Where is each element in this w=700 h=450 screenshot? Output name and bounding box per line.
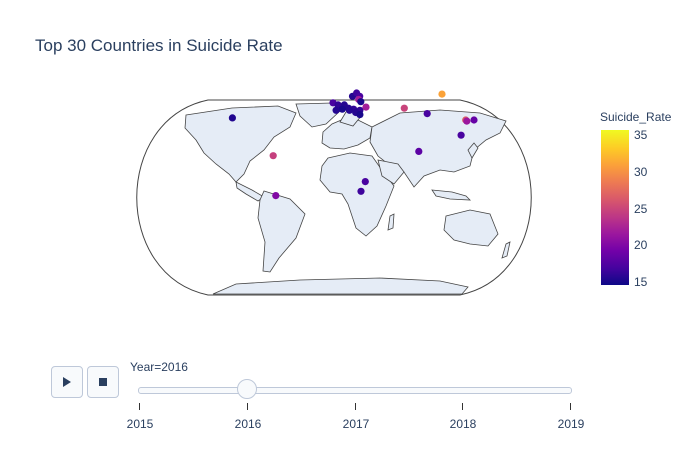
play-button[interactable]	[51, 366, 83, 398]
data-point[interactable]	[438, 90, 446, 98]
year-label-2015[interactable]: 2015	[126, 417, 154, 431]
data-point[interactable]	[463, 117, 471, 125]
year-label-2017[interactable]: 2017	[342, 417, 370, 431]
land-masses	[184, 102, 511, 295]
data-point[interactable]	[338, 105, 346, 113]
data-point[interactable]	[269, 152, 277, 160]
data-point[interactable]	[272, 192, 280, 200]
year-label-2018[interactable]: 2018	[449, 417, 477, 431]
data-point[interactable]	[345, 106, 354, 114]
colorbar-tick-label: 30	[634, 165, 648, 179]
year-tick-mark	[462, 403, 463, 410]
data-point[interactable]	[332, 106, 340, 114]
data-point[interactable]	[470, 116, 478, 124]
year-slider-track[interactable]	[138, 387, 572, 394]
year-tick-mark	[247, 403, 248, 410]
play-icon	[63, 377, 71, 387]
colorbar-title: Suicide_Rate	[600, 110, 672, 124]
data-point[interactable]	[423, 110, 431, 118]
data-point[interactable]	[228, 114, 236, 122]
year-label-2019[interactable]: 2019	[557, 417, 585, 431]
year-tick-mark	[139, 403, 140, 410]
data-point[interactable]	[457, 131, 465, 139]
data-point[interactable]	[357, 98, 365, 106]
slider-current-value: Year=2016	[130, 360, 188, 374]
colorbar-tick-label: 20	[634, 238, 648, 252]
data-point[interactable]	[362, 103, 370, 111]
stop-button[interactable]	[87, 366, 119, 398]
year-tick-mark	[570, 403, 571, 410]
year-label-2016[interactable]: 2016	[234, 417, 262, 431]
data-point[interactable]	[400, 104, 408, 112]
colorbar-tick-label: 25	[634, 202, 648, 216]
data-point[interactable]	[361, 178, 369, 186]
year-slider-handle[interactable]	[236, 379, 257, 399]
data-point[interactable]	[415, 147, 423, 155]
data-point[interactable]	[356, 111, 364, 119]
data-points-layer[interactable]	[228, 89, 478, 200]
stop-icon	[99, 378, 107, 386]
chart-title: Top 30 Countries in Suicide Rate	[35, 36, 283, 55]
colorbar-tick-label: 35	[634, 128, 648, 142]
year-tick-mark	[355, 403, 356, 410]
colorbar-gradient	[601, 130, 629, 285]
colorbar-tick-label: 15	[634, 275, 648, 289]
data-point[interactable]	[357, 187, 365, 195]
